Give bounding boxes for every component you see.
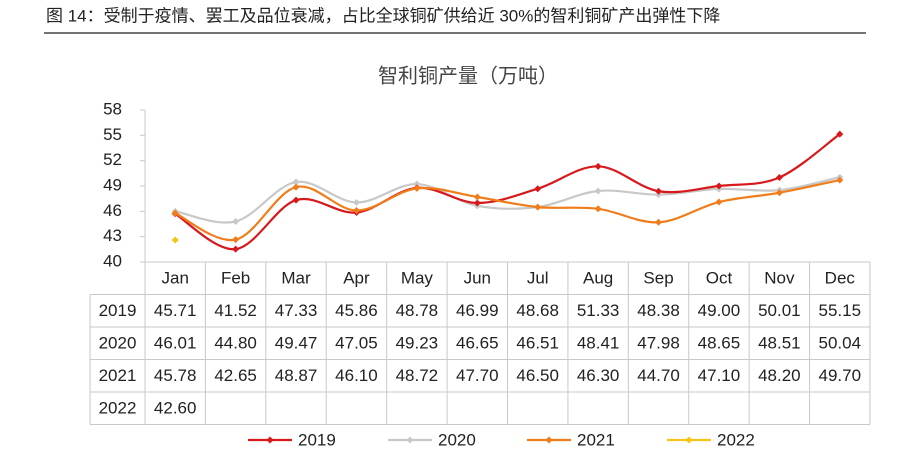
data-point bbox=[655, 187, 663, 195]
row-label: 2021 bbox=[99, 366, 137, 385]
data-point bbox=[473, 193, 481, 201]
data-point bbox=[594, 162, 602, 170]
table-value: 49.70 bbox=[819, 366, 862, 385]
legend-label: 2022 bbox=[717, 430, 755, 449]
x-tick-label: Jun bbox=[464, 269, 491, 288]
table-value: 48.68 bbox=[516, 301, 559, 320]
table-value: 44.70 bbox=[637, 366, 680, 385]
data-point bbox=[836, 176, 844, 184]
table-value: 42.65 bbox=[214, 366, 257, 385]
table-value: 48.41 bbox=[577, 334, 620, 353]
legend-label: 2021 bbox=[577, 430, 615, 449]
table-value: 50.01 bbox=[758, 301, 801, 320]
legend-label: 2020 bbox=[438, 430, 476, 449]
row-label: 2019 bbox=[99, 301, 137, 320]
data-point bbox=[232, 236, 240, 244]
legend-marker bbox=[266, 436, 274, 444]
y-tick-label: 46 bbox=[103, 201, 122, 220]
table-value: 48.20 bbox=[758, 366, 801, 385]
data-point bbox=[352, 206, 360, 214]
data-point bbox=[171, 209, 179, 217]
table-value: 46.10 bbox=[335, 366, 378, 385]
table-value: 49.47 bbox=[275, 334, 318, 353]
table-value: 45.78 bbox=[154, 366, 197, 385]
table-value: 46.99 bbox=[456, 301, 499, 320]
x-tick-label: Apr bbox=[343, 269, 370, 288]
table-value: 47.98 bbox=[637, 334, 680, 353]
table-value: 47.70 bbox=[456, 366, 499, 385]
data-point bbox=[715, 198, 723, 206]
table-value: 47.05 bbox=[335, 334, 378, 353]
legend-marker bbox=[406, 436, 414, 444]
x-tick-label: Dec bbox=[825, 269, 856, 288]
data-point bbox=[292, 196, 300, 204]
y-tick-label: 58 bbox=[103, 99, 122, 118]
row-label: 2020 bbox=[99, 334, 137, 353]
legend-label: 2019 bbox=[298, 430, 336, 449]
data-point bbox=[534, 185, 542, 193]
table-value: 41.52 bbox=[214, 301, 257, 320]
table-value: 55.15 bbox=[819, 301, 862, 320]
data-point bbox=[775, 189, 783, 197]
table-value: 42.60 bbox=[154, 399, 197, 418]
series-line bbox=[174, 133, 841, 251]
data-point bbox=[292, 178, 300, 186]
x-tick-label: Aug bbox=[583, 269, 613, 288]
x-tick-label: Oct bbox=[706, 269, 733, 288]
x-tick-label: Jan bbox=[161, 269, 188, 288]
table-value: 46.01 bbox=[154, 334, 197, 353]
legend-marker bbox=[685, 436, 693, 444]
x-tick-label: Mar bbox=[281, 269, 311, 288]
data-point bbox=[534, 203, 542, 211]
table-value: 45.86 bbox=[335, 301, 378, 320]
data-point bbox=[171, 236, 179, 244]
data-point bbox=[715, 182, 723, 190]
table-value: 46.65 bbox=[456, 334, 499, 353]
table-value: 47.33 bbox=[275, 301, 318, 320]
data-point bbox=[292, 183, 300, 191]
row-label: 2022 bbox=[99, 399, 137, 418]
data-point bbox=[352, 198, 360, 206]
table-value: 48.87 bbox=[275, 366, 318, 385]
table-value: 46.50 bbox=[516, 366, 559, 385]
data-point bbox=[232, 245, 240, 253]
y-tick-label: 40 bbox=[103, 251, 122, 270]
table-value: 48.78 bbox=[396, 301, 439, 320]
table-value: 48.72 bbox=[396, 366, 439, 385]
table-value: 48.51 bbox=[758, 334, 801, 353]
figure-caption: 图 14：受制于疫情、罢工及品位衰减，占比全球铜矿供给近 30%的智利铜矿产出弹… bbox=[46, 6, 720, 25]
table-value: 49.23 bbox=[396, 334, 439, 353]
table-value: 46.30 bbox=[577, 366, 620, 385]
data-point bbox=[594, 205, 602, 213]
x-tick-label: May bbox=[401, 269, 434, 288]
table-value: 47.10 bbox=[698, 366, 741, 385]
x-tick-label: Feb bbox=[221, 269, 250, 288]
table-value: 46.51 bbox=[516, 334, 559, 353]
y-tick-label: 43 bbox=[103, 226, 122, 245]
data-point bbox=[775, 173, 783, 181]
y-tick-label: 49 bbox=[103, 175, 122, 194]
y-tick-label: 55 bbox=[103, 125, 122, 144]
x-tick-label: Jul bbox=[527, 269, 549, 288]
data-point bbox=[655, 218, 663, 226]
data-point bbox=[232, 217, 240, 225]
table-value: 48.65 bbox=[698, 334, 741, 353]
x-tick-label: Nov bbox=[764, 269, 795, 288]
table-value: 49.00 bbox=[698, 301, 741, 320]
y-tick-label: 52 bbox=[103, 150, 122, 169]
table-value: 48.38 bbox=[637, 301, 680, 320]
data-point bbox=[594, 187, 602, 195]
table-value: 45.71 bbox=[154, 301, 197, 320]
data-point bbox=[836, 130, 844, 138]
table-value: 44.80 bbox=[214, 334, 257, 353]
data-point bbox=[413, 180, 421, 188]
x-tick-label: Sep bbox=[643, 269, 673, 288]
data-point bbox=[413, 184, 421, 192]
chart-title: 智利铜产量（万吨） bbox=[378, 64, 558, 87]
table-value: 51.33 bbox=[577, 301, 620, 320]
legend-marker bbox=[545, 436, 553, 444]
table-value: 50.04 bbox=[819, 334, 862, 353]
data-point bbox=[473, 199, 481, 207]
